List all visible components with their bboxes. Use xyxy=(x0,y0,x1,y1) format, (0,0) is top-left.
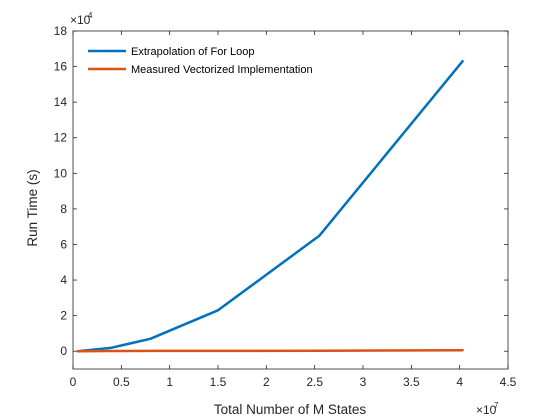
x-tick-label: 4 xyxy=(456,375,463,389)
y-tick-label: 0 xyxy=(60,344,67,358)
axes-frame xyxy=(72,30,509,370)
x-tick-label: 1.5 xyxy=(210,375,227,389)
y-tick-label: 12 xyxy=(54,131,68,145)
y-tick-label: 6 xyxy=(60,237,67,251)
x-tick-label: 0 xyxy=(70,375,77,389)
x-ticks: 0 0.5 1 1.5 2 2.5 3 3.5 4 4.5 xyxy=(70,31,517,389)
y-tick-label: 10 xyxy=(54,166,68,180)
x-exponent-base: ×10 xyxy=(476,403,497,417)
legend: Extrapolation of For Loop Measured Vecto… xyxy=(88,46,313,76)
series-line-0 xyxy=(76,59,464,353)
legend-label-for-loop: Extrapolation of For Loop xyxy=(131,46,255,58)
x-axis-title: Total Number of M States xyxy=(214,402,367,417)
x-exponent-label: ×10 7 xyxy=(476,401,499,417)
y-tick-label: 8 xyxy=(60,202,67,216)
y-exponent-label: ×10 4 xyxy=(70,11,93,27)
x-tick-label: 2 xyxy=(263,375,270,389)
legend-label-vectorized: Measured Vectorized Implementation xyxy=(131,64,313,76)
y-exponent-power: 4 xyxy=(88,11,93,20)
y-tick-label: 18 xyxy=(54,24,68,38)
y-tick-label: 2 xyxy=(60,309,67,323)
x-tick-label: 4.5 xyxy=(500,375,517,389)
x-tick-label: 3.5 xyxy=(403,375,420,389)
series-layer xyxy=(76,59,464,353)
y-tick-label: 14 xyxy=(54,95,68,109)
x-tick-label: 3 xyxy=(360,375,367,389)
axes-box xyxy=(72,30,509,370)
x-tick-label: 1 xyxy=(166,375,173,389)
x-tick-label: 2.5 xyxy=(306,375,323,389)
y-ticks: 0 2 4 6 8 10 12 14 16 18 xyxy=(54,24,508,358)
y-tick-label: 4 xyxy=(60,273,67,287)
y-axis-title: Run Time (s) xyxy=(25,169,40,246)
y-exponent-base: ×10 xyxy=(70,13,91,27)
x-exponent-power: 7 xyxy=(494,401,499,410)
x-tick-label: 0.5 xyxy=(113,375,130,389)
series-line-1 xyxy=(76,349,464,353)
y-tick-label: 16 xyxy=(54,60,68,74)
